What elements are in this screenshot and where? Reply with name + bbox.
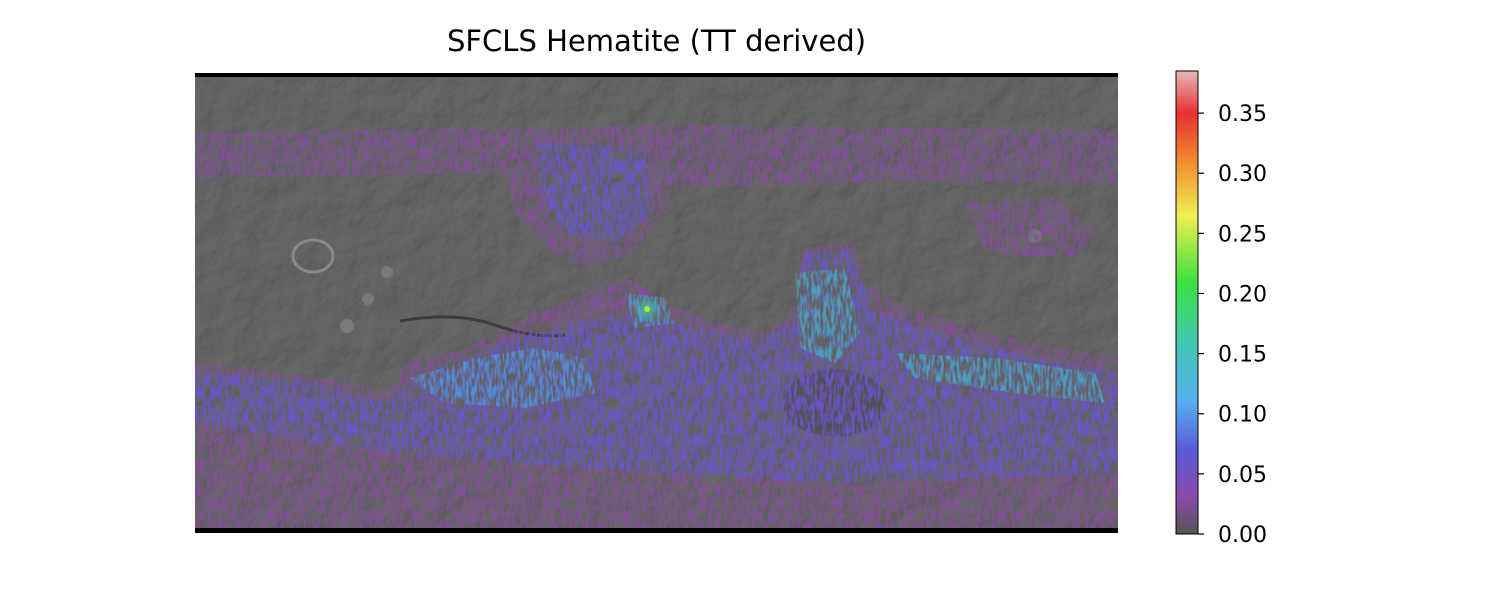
olympus-mons bbox=[291, 238, 335, 274]
mid-abundance bbox=[195, 143, 1118, 483]
arsia-mons bbox=[340, 319, 354, 333]
pavonis-mons bbox=[362, 293, 374, 305]
colorbar-tick-label: 0.35 bbox=[1218, 102, 1267, 127]
colorbar-tick-label: 0.20 bbox=[1218, 282, 1267, 307]
northern-strip bbox=[195, 125, 1118, 188]
colorbar-gradient bbox=[1175, 70, 1199, 535]
colorbar-tick-label: 0.25 bbox=[1218, 222, 1267, 247]
hematite-map bbox=[195, 73, 1118, 533]
chart-title: SFCLS Hematite (TT derived) bbox=[446, 24, 867, 58]
ascraeus-mons bbox=[381, 266, 393, 278]
eastern-lobe bbox=[965, 198, 1095, 258]
high-abundance bbox=[410, 268, 1105, 408]
hotspot-meridiani bbox=[637, 299, 657, 319]
colorbar-tick-label: 0.10 bbox=[1218, 403, 1267, 428]
colorbar-tick-label: 0.30 bbox=[1218, 162, 1267, 187]
colorbar: 0.00 0.05 0.10 0.15 0.20 0.25 0.30 0.35 bbox=[1175, 70, 1267, 548]
colorbar-ticks: 0.00 0.05 0.10 0.15 0.20 0.25 0.30 0.35 bbox=[1198, 102, 1267, 548]
colorbar-tick-label: 0.00 bbox=[1218, 523, 1267, 548]
map-top-border bbox=[195, 73, 1118, 77]
map-bottom-border bbox=[195, 528, 1118, 533]
colorbar-tick-label: 0.05 bbox=[1218, 463, 1267, 488]
colorbar-tick-label: 0.15 bbox=[1218, 343, 1267, 368]
